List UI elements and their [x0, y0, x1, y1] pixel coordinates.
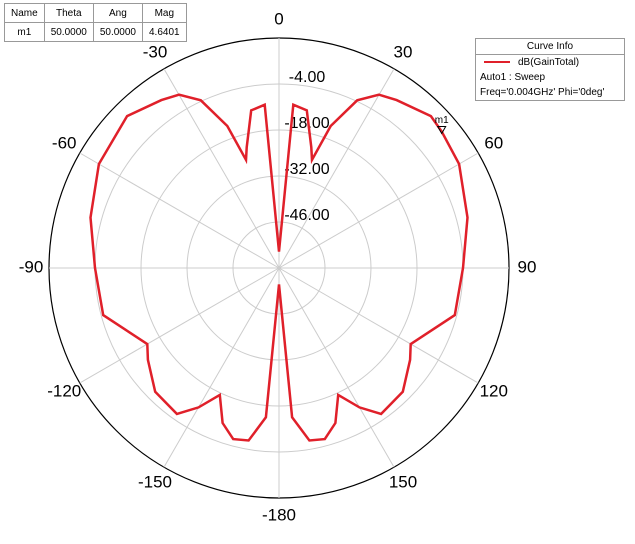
- curve: [89, 93, 469, 442]
- cell: 50.0000: [92, 22, 144, 42]
- cell: 50.0000: [43, 22, 94, 42]
- angle-label: -120: [47, 381, 81, 400]
- legend-entry: dB(GainTotal): [476, 55, 624, 70]
- legend-line: Freq='0.004GHz' Phi='0deg': [480, 87, 605, 98]
- marker: [436, 125, 447, 135]
- th: Mag: [142, 3, 187, 23]
- spoke: [278, 68, 395, 269]
- angle-label: -150: [138, 472, 172, 491]
- angle-label: -30: [143, 43, 168, 62]
- angle-label: -60: [52, 133, 77, 152]
- spoke: [278, 267, 395, 468]
- legend-line: Auto1 : Sweep: [480, 72, 546, 83]
- spoke: [278, 267, 479, 384]
- angle-label: -90: [19, 257, 44, 276]
- marker-table: Name Theta Ang Mag m1 50.0000 50.0000 4.6401: [4, 3, 187, 42]
- grid-circle: [186, 175, 372, 361]
- cell: m1: [4, 22, 45, 42]
- legend-title: Curve Info: [476, 39, 624, 55]
- spoke: [79, 267, 280, 384]
- th: Theta: [43, 3, 94, 23]
- legend: Curve Info dB(GainTotal) Auto1 : Sweep F…: [475, 38, 625, 101]
- spoke: [163, 68, 280, 269]
- spoke: [278, 152, 479, 269]
- angle-label: 90: [518, 257, 537, 276]
- angle-label: 0: [274, 9, 283, 28]
- th: Ang: [92, 3, 144, 23]
- spoke: [79, 152, 280, 269]
- r-tick-label: -18.00: [284, 115, 329, 132]
- r-tick-label: -46.00: [284, 207, 329, 224]
- legend-swatch: [484, 61, 510, 64]
- cell: 4.6401: [142, 22, 187, 42]
- r-tick-label: -4.00: [289, 69, 326, 86]
- angle-label: -180: [262, 505, 296, 524]
- angle-label: 150: [389, 472, 417, 491]
- angle-label: 30: [394, 43, 413, 62]
- grid-circle: [140, 129, 418, 407]
- angle-label: 60: [484, 133, 503, 152]
- th: Name: [4, 3, 45, 23]
- marker-label: m1: [435, 115, 449, 126]
- legend-label: dB(GainTotal): [518, 57, 580, 68]
- grid-circle: [232, 221, 326, 315]
- angle-label: 120: [480, 381, 508, 400]
- r-tick-label: -32.00: [284, 161, 329, 178]
- spoke: [163, 267, 280, 468]
